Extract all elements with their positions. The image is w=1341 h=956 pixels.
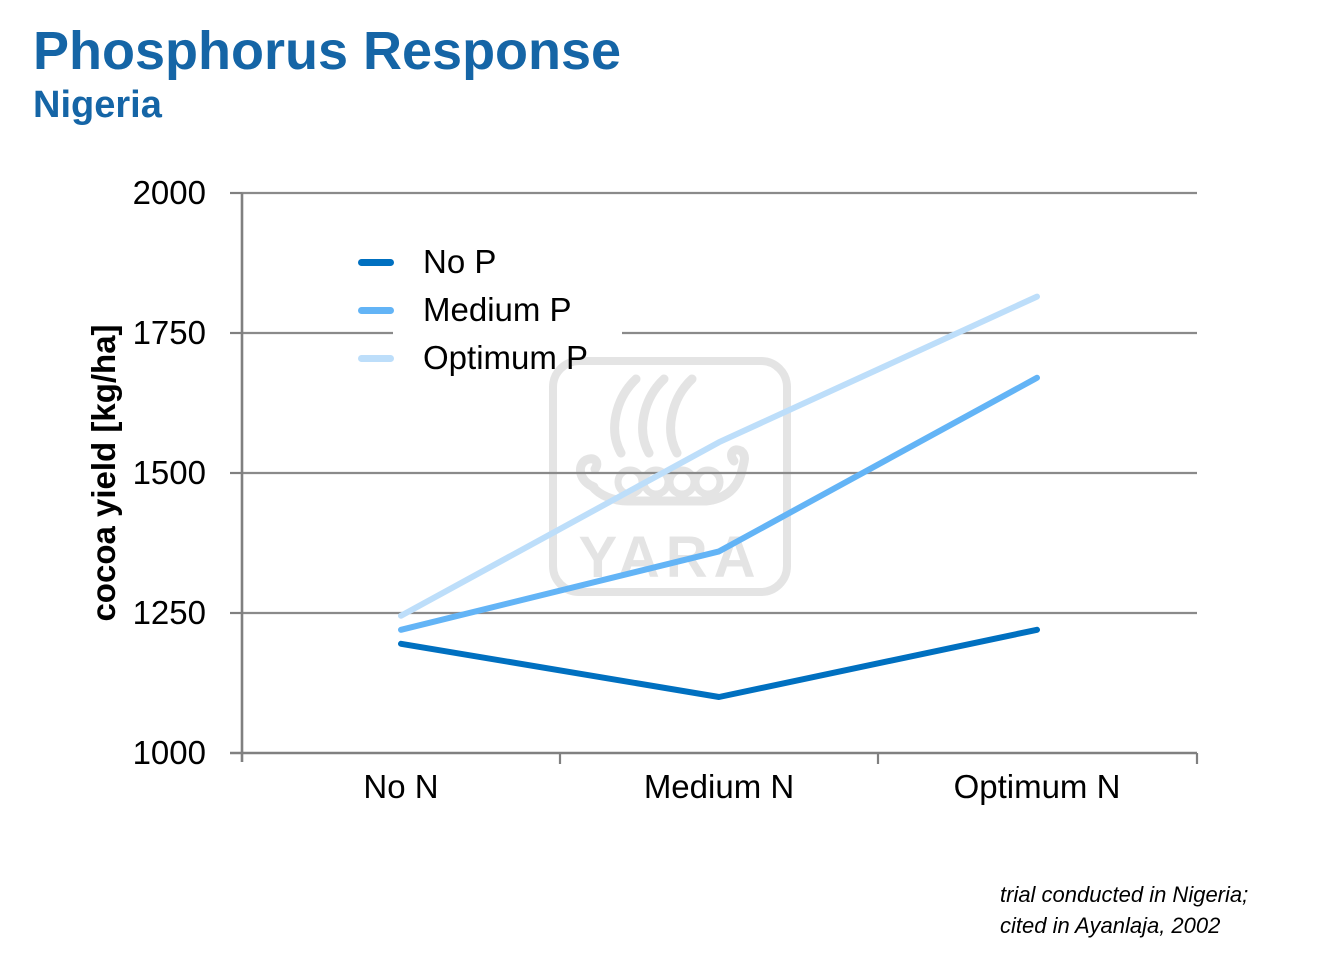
series-line-medium-p — [398, 374, 1040, 633]
x-category-label: Medium N — [643, 768, 795, 805]
yara-sail-stroke — [610, 374, 641, 458]
x-category-label: No N — [363, 768, 439, 805]
legend-label: Optimum P — [423, 339, 589, 376]
yara-ship-hull — [587, 469, 746, 506]
legend-item-medium-p: Medium P — [358, 286, 588, 334]
legend-item-no-p: No P — [358, 238, 588, 286]
y-axis-title: cocoa yield [kg/ha] — [85, 324, 122, 622]
y-tick-label: 1250 — [132, 594, 206, 631]
yara-sail-stroke — [666, 374, 697, 458]
legend-label: No P — [423, 243, 497, 280]
yara-ship-stern-curl — [575, 454, 602, 492]
page-subtitle: Nigeria — [33, 84, 162, 126]
yara-ship-prow-curl — [727, 445, 749, 479]
y-tick-label: 1750 — [132, 314, 206, 351]
legend-swatch-medium-p — [358, 306, 394, 314]
y-tick-label: 2000 — [132, 174, 206, 211]
gridlines — [242, 191, 1197, 615]
yara-shield — [692, 466, 724, 498]
source-footnote-line1: trial conducted in Nigeria; — [1000, 882, 1249, 907]
x-category-label: Optimum N — [953, 768, 1121, 805]
legend-label: Medium P — [423, 291, 572, 328]
source-footnote-line2: cited in Ayanlaja, 2002 — [1000, 913, 1221, 938]
legend-item-optimum-p: Optimum P — [358, 334, 588, 382]
yara-watermark: YARA — [549, 357, 791, 596]
series-line-no-p — [398, 626, 1040, 700]
chart-legend: No P Medium P Optimum P — [358, 238, 588, 382]
y-axis-ticks — [230, 191, 242, 615]
yara-watermark-frame — [549, 357, 791, 596]
page-title: Phosphorus Response — [33, 21, 622, 81]
series-line-optimum-p — [398, 293, 1040, 619]
legend-swatch-no-p — [358, 258, 394, 266]
y-tick-label: 1500 — [132, 454, 206, 491]
legend-swatch-optimum-p — [358, 354, 394, 362]
x-axis-ticks — [558, 753, 1199, 764]
source-footnote: trial conducted in Nigeria; cited in Aya… — [1000, 879, 1248, 941]
yara-sail-stroke — [638, 374, 669, 458]
y-tick-label: 1000 — [132, 734, 206, 771]
